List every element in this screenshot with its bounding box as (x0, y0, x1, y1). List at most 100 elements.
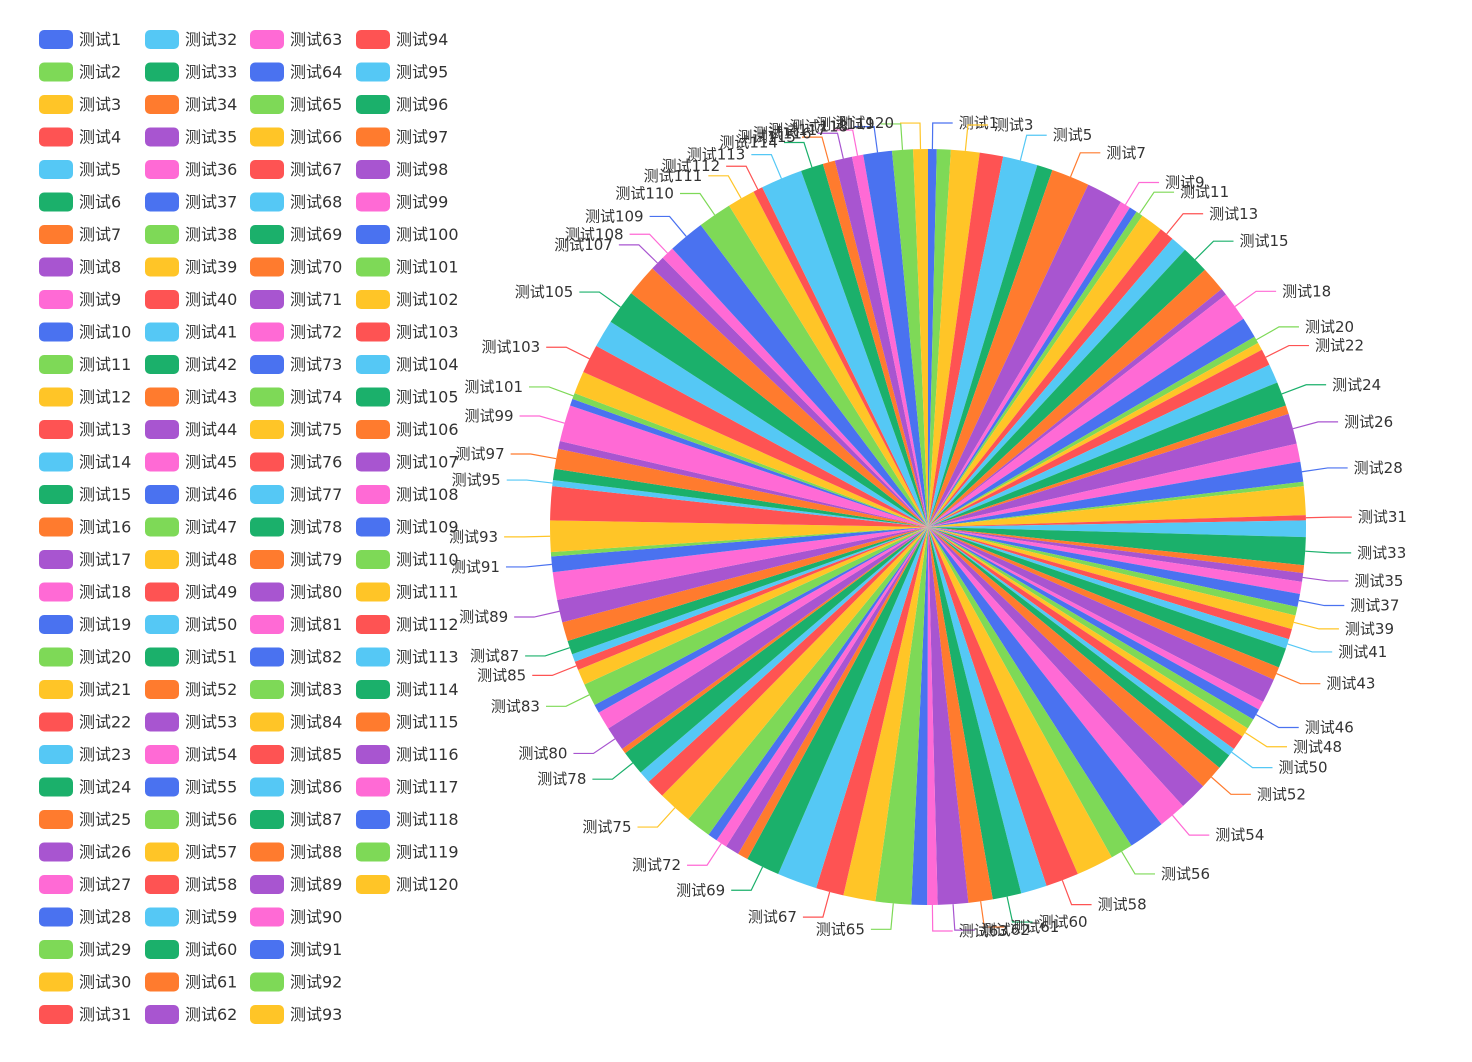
legend-item[interactable]: 测试19 (39, 615, 131, 634)
legend-item[interactable]: 测试76 (250, 452, 342, 472)
pie-slice[interactable] (552, 468, 928, 527)
pie-slice[interactable] (928, 364, 1278, 527)
pie-slice[interactable] (928, 527, 1254, 729)
pie-slice[interactable] (928, 527, 1078, 886)
pie-slice[interactable] (928, 288, 1227, 527)
legend-item[interactable]: 测试7 (39, 225, 121, 244)
legend-item[interactable]: 测试48 (145, 550, 237, 569)
legend-item[interactable]: 测试115 (356, 712, 459, 732)
legend-item[interactable]: 测试38 (145, 225, 237, 244)
legend-item[interactable]: 测试20 (39, 647, 131, 667)
legend-item[interactable]: 测试44 (145, 420, 237, 439)
legend-item[interactable]: 测试18 (39, 582, 131, 602)
pie-slice[interactable] (594, 527, 928, 713)
legend-item[interactable]: 测试92 (250, 972, 342, 992)
pie-slice[interactable] (700, 205, 928, 527)
pie-slice[interactable] (928, 486, 1306, 527)
pie-slice[interactable] (753, 187, 928, 527)
pie-slice[interactable] (928, 238, 1185, 527)
legend-item[interactable]: 测试24 (39, 777, 131, 797)
pie-slice[interactable] (574, 371, 928, 527)
legend-item[interactable]: 测试26 (39, 842, 131, 862)
pie-slice[interactable] (928, 152, 1004, 527)
pie-slice[interactable] (584, 527, 928, 705)
legend-item[interactable]: 测试41 (145, 322, 237, 342)
pie-slice[interactable] (562, 527, 928, 641)
pie-slice[interactable] (928, 149, 937, 527)
pie-slice[interactable] (928, 527, 1243, 749)
pie-slice[interactable] (583, 345, 928, 527)
legend-item[interactable]: 测试70 (250, 257, 342, 277)
legend-item[interactable]: 测试59 (145, 907, 237, 927)
legend-item[interactable]: 测试58 (145, 875, 237, 894)
legend-item[interactable]: 测试63 (250, 30, 342, 49)
legend-item[interactable]: 测试84 (250, 712, 342, 732)
legend-item[interactable]: 测试35 (145, 127, 237, 147)
legend-item[interactable]: 测试53 (145, 712, 237, 732)
legend-item[interactable]: 测试82 (250, 647, 342, 667)
legend-item[interactable]: 测试39 (145, 257, 237, 277)
legend-item[interactable]: 测试67 (250, 160, 342, 179)
legend-item[interactable]: 测试64 (250, 62, 342, 82)
pie-slice[interactable] (928, 349, 1270, 527)
pie-slice[interactable] (928, 249, 1205, 528)
pie-slice[interactable] (672, 224, 928, 528)
legend-item[interactable]: 测试17 (39, 550, 131, 569)
legend-item[interactable]: 测试21 (39, 680, 131, 699)
pie-slice[interactable] (554, 448, 928, 527)
legend-item[interactable]: 测试73 (250, 355, 342, 374)
legend-item[interactable]: 测试75 (250, 420, 342, 439)
pie-slice[interactable] (550, 486, 928, 527)
pie-slice[interactable] (928, 527, 993, 903)
legend-item[interactable]: 测试27 (39, 875, 131, 894)
pie-slice[interactable] (652, 257, 928, 527)
legend-item[interactable]: 测试57 (145, 842, 237, 862)
pie-slice[interactable] (928, 527, 1112, 875)
pie-slice[interactable] (928, 527, 1230, 768)
legend-item[interactable]: 测试45 (145, 452, 237, 472)
legend-item[interactable]: 测试78 (250, 517, 342, 537)
legend-item[interactable]: 测试25 (39, 810, 131, 829)
legend-item[interactable]: 测试47 (145, 517, 237, 537)
pie-slice[interactable] (928, 527, 1301, 607)
pie-slice[interactable] (928, 318, 1255, 527)
pie-slice[interactable] (596, 321, 928, 527)
pie-slice[interactable] (928, 527, 1286, 668)
pie-slice[interactable] (928, 527, 1274, 702)
legend-item[interactable]: 测试71 (250, 290, 342, 309)
legend-item[interactable]: 测试12 (39, 387, 131, 407)
pie-slice[interactable] (928, 269, 1222, 527)
legend-item[interactable]: 测试79 (250, 550, 342, 569)
legend-item[interactable]: 测试46 (145, 485, 237, 504)
pie-slice[interactable] (726, 527, 928, 854)
pie-slice[interactable] (747, 527, 928, 875)
legend-item[interactable]: 测试29 (39, 940, 131, 959)
pie-slice[interactable] (928, 149, 980, 528)
legend-item[interactable]: 测试100 (356, 225, 459, 244)
pie-slice[interactable] (928, 149, 951, 528)
pie-slice[interactable] (552, 480, 928, 527)
pie-slice[interactable] (574, 527, 928, 670)
legend-item[interactable]: 测试93 (250, 1005, 342, 1024)
legend-item[interactable]: 测试96 (356, 95, 448, 114)
legend-item[interactable]: 测试90 (250, 907, 342, 927)
pie-slice[interactable] (928, 184, 1121, 527)
legend-item[interactable]: 测试110 (356, 550, 459, 569)
pie-slice[interactable] (928, 336, 1259, 527)
pie-slice[interactable] (928, 527, 1264, 710)
legend-item[interactable]: 测试74 (250, 387, 342, 407)
pie-slice[interactable] (843, 527, 928, 902)
legend-item[interactable]: 测试62 (145, 1005, 237, 1024)
pie-slice[interactable] (928, 527, 1132, 858)
legend-item[interactable]: 测试36 (145, 160, 237, 179)
pie-slice[interactable] (928, 461, 1304, 527)
legend-item[interactable]: 测试88 (250, 842, 342, 862)
legend-item[interactable]: 测试97 (356, 127, 448, 147)
pie-slice[interactable] (928, 527, 1303, 594)
legend-item[interactable]: 测试50 (145, 615, 237, 634)
legend-item[interactable]: 测试95 (356, 62, 448, 82)
pie-slice[interactable] (928, 527, 1305, 574)
legend-item[interactable]: 测试37 (145, 192, 237, 212)
legend-item[interactable]: 测试40 (145, 290, 237, 309)
legend-item[interactable]: 测试91 (250, 940, 342, 959)
